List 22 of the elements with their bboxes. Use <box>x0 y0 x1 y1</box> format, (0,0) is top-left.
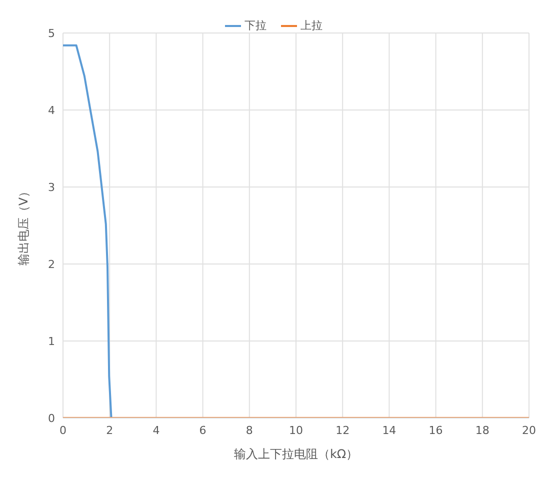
x-tick-label: 20 <box>522 424 536 437</box>
x-tick-label: 8 <box>246 424 253 437</box>
y-tick-label: 1 <box>48 334 55 348</box>
x-tick-label: 6 <box>199 424 206 437</box>
line-series <box>63 44 112 418</box>
x-tick-label: 12 <box>336 424 350 437</box>
legend-label: 下拉 <box>244 18 266 33</box>
x-tick-label: 4 <box>152 424 160 437</box>
y-tick-label: 4 <box>48 104 55 117</box>
y-axis-title: 输出电压（V） <box>16 185 30 266</box>
y-tick-label: 2 <box>48 258 55 271</box>
x-tick-label: 10 <box>289 424 303 437</box>
y-tick-label: 0 <box>48 412 55 425</box>
x-axis-title: 输入上下拉电阻（kΩ） <box>234 447 358 461</box>
y-tick-label: 3 <box>48 180 55 194</box>
x-tick-label: 14 <box>382 424 396 437</box>
x-tick-label: 2 <box>106 424 114 437</box>
x-tick-label: 0 <box>60 424 66 437</box>
legend-label: 上拉 <box>300 18 322 33</box>
x-tick-label: 18 <box>475 424 490 437</box>
x-tick-label: 16 <box>428 424 443 437</box>
y-tick-label: 5 <box>48 26 55 40</box>
